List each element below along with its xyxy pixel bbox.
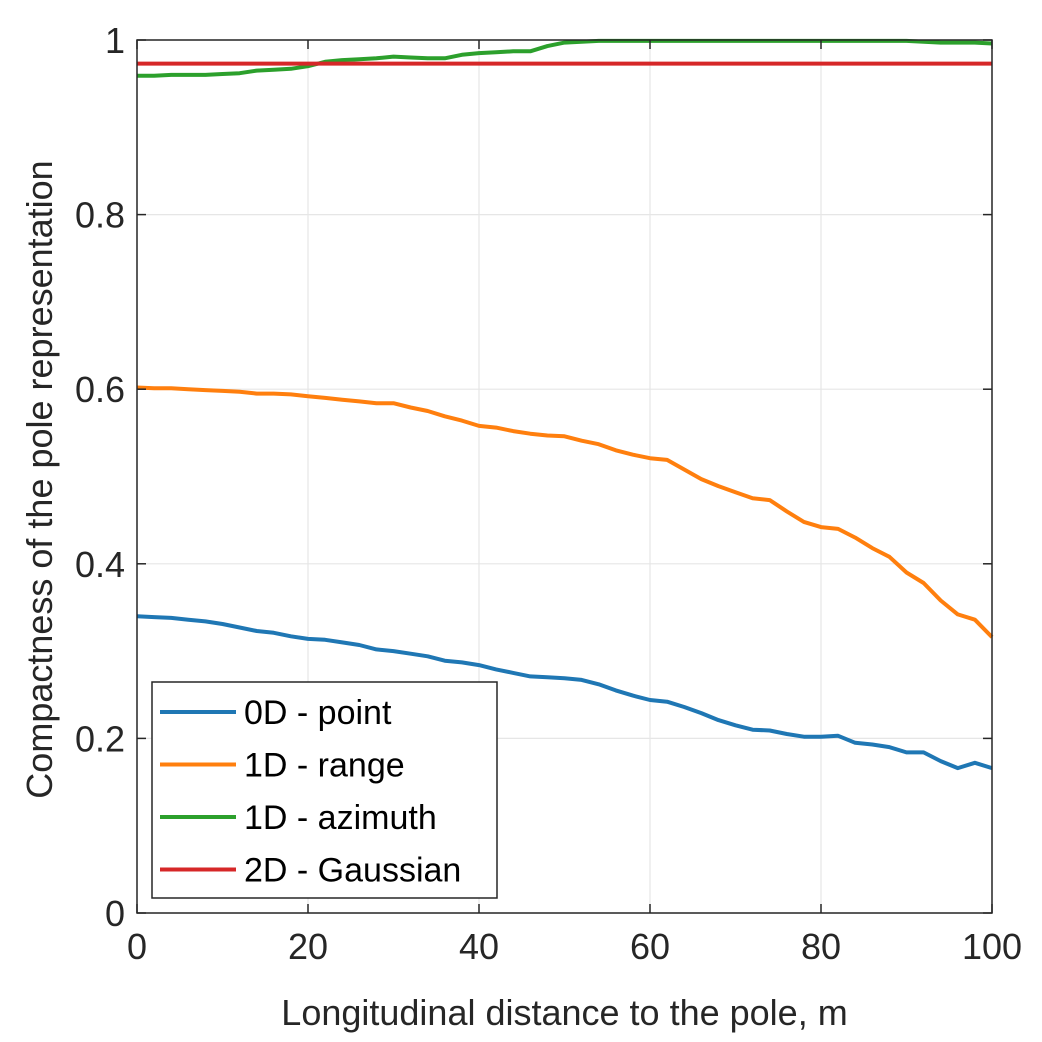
y-axis-label: Compactness of the pole representation [19, 160, 60, 798]
series-line-2 [137, 38, 993, 78]
x-tick-label: 100 [962, 926, 1022, 967]
x-tick-label: 80 [801, 926, 841, 967]
x-axis-label: Longitudinal distance to the pole, m [281, 992, 847, 1033]
legend-box [151, 681, 498, 899]
legend-label: 1D - azimuth [244, 799, 437, 837]
x-tick-label: 60 [630, 926, 670, 967]
series-line-1 [136, 385, 994, 639]
x-tick-labels: 0 20 40 60 80 100 [127, 926, 1022, 967]
x-tick-label: 0 [127, 926, 147, 967]
legend: 0D - point 1D - range 1D - azimuth 2D - Gau… [151, 681, 498, 899]
legend-label: 0D - point [244, 694, 392, 732]
plot-border [136, 39, 993, 914]
series-lines [136, 38, 994, 771]
x-tick-label: 20 [288, 926, 328, 967]
y-tick-label: 0.4 [75, 544, 125, 585]
legend-label: 2D - Gaussian [244, 852, 461, 890]
tick-marks [136, 39, 993, 914]
y-tick-label: 0.8 [75, 195, 125, 236]
y-tick-label: 0.2 [75, 718, 125, 759]
series-line-0 [136, 614, 993, 771]
y-tick-label: 0.6 [75, 369, 125, 410]
y-tick-label: 0 [105, 893, 125, 934]
y-tick-label: 1 [105, 20, 125, 61]
legend-label: 1D - range [244, 747, 405, 785]
x-tick-label: 40 [459, 926, 499, 967]
y-tick-labels: 0 0.2 0.4 0.6 0.8 1 [75, 20, 125, 934]
